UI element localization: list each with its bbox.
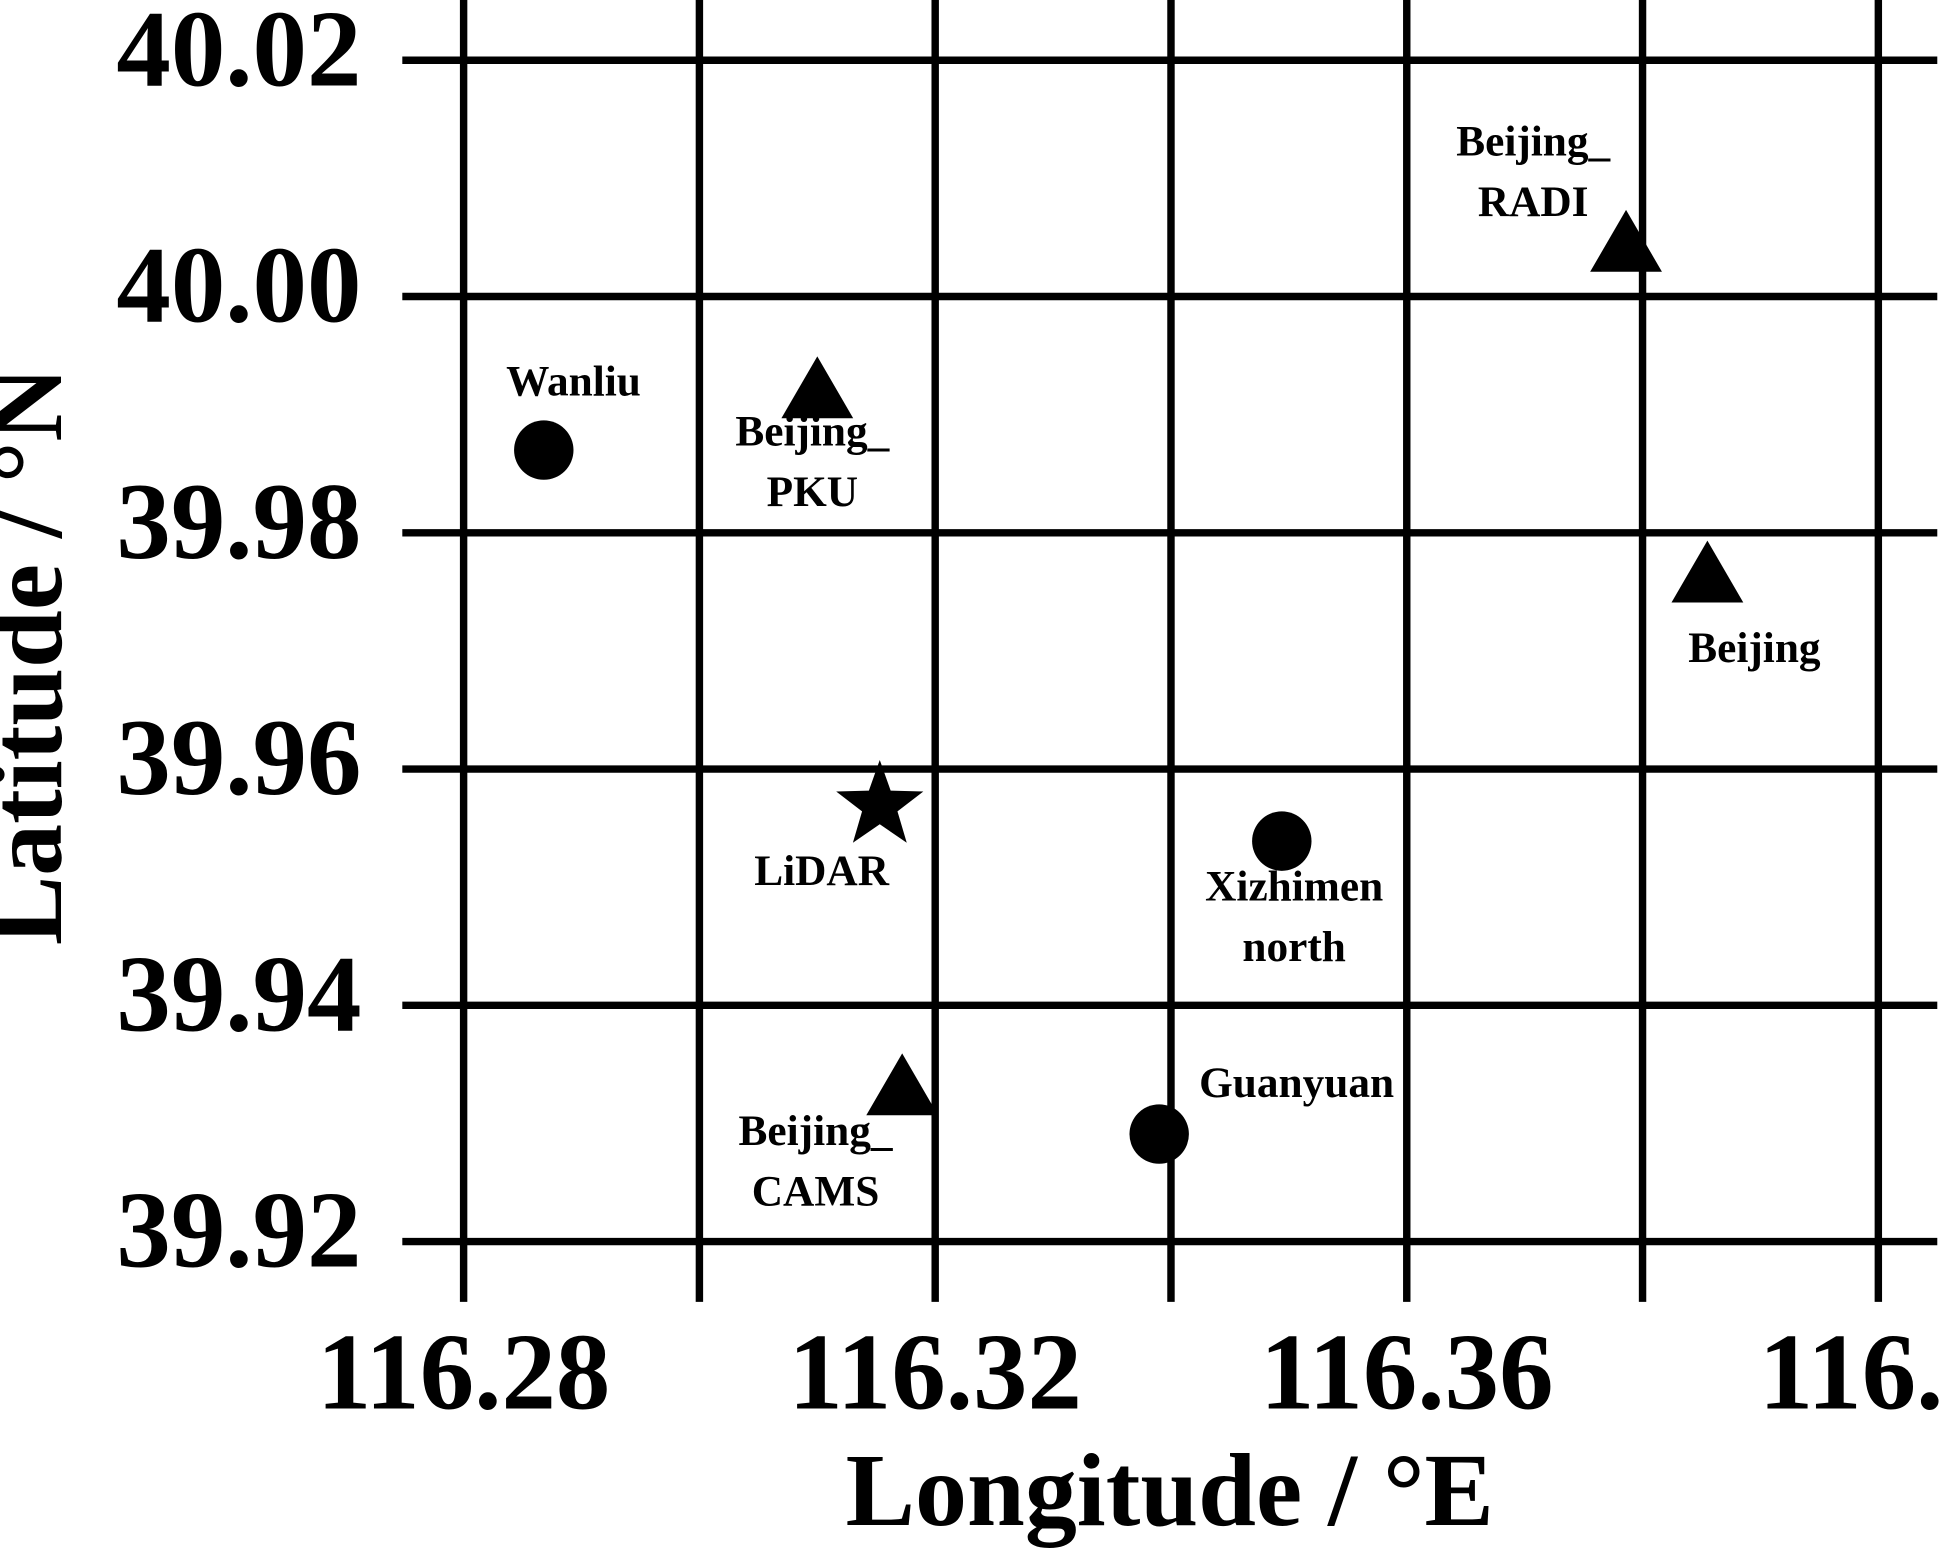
station-label: RADI [1478, 178, 1589, 226]
x-tick-label: 116.28 [317, 1312, 611, 1433]
station-label: Beijing_ [1456, 117, 1610, 165]
station-label: Wanliu [506, 358, 641, 406]
station-label: Xizhimen [1205, 863, 1383, 911]
station-label: Beijing [1688, 624, 1821, 672]
station-label: LiDAR [754, 847, 889, 895]
lidar-marker [836, 759, 924, 843]
station-marker [1671, 540, 1744, 603]
station-marker [1252, 811, 1312, 871]
y-tick-label: 39.98 [116, 461, 361, 582]
y-tick-label: 39.94 [116, 933, 361, 1054]
station-label: Guanyuan [1199, 1059, 1394, 1107]
station-marker [514, 420, 574, 480]
y-tick-label: 39.92 [116, 1170, 361, 1291]
station-label: CAMS [752, 1168, 880, 1216]
y-axis-title: Latitude / °N [0, 367, 84, 946]
y-tick-label: 40.00 [116, 225, 361, 346]
station-label: Beijing_ [739, 1107, 893, 1155]
station-marker [1590, 209, 1662, 272]
y-tick-label: 39.96 [116, 697, 361, 818]
station-marker [866, 1053, 939, 1116]
x-tick-label: 116.32 [788, 1312, 1082, 1433]
station-marker [781, 356, 854, 419]
y-tick-label: 40.02 [116, 0, 361, 109]
x-tick-label: 116.4 [1759, 1312, 1941, 1433]
x-tick-label: 116.36 [1260, 1312, 1554, 1433]
station-label: Beijing_ [735, 408, 889, 456]
x-axis-title: Longitude / °E [846, 1433, 1494, 1548]
station-label: PKU [767, 468, 858, 516]
station-label: north [1242, 923, 1345, 971]
station-marker [1129, 1104, 1189, 1164]
